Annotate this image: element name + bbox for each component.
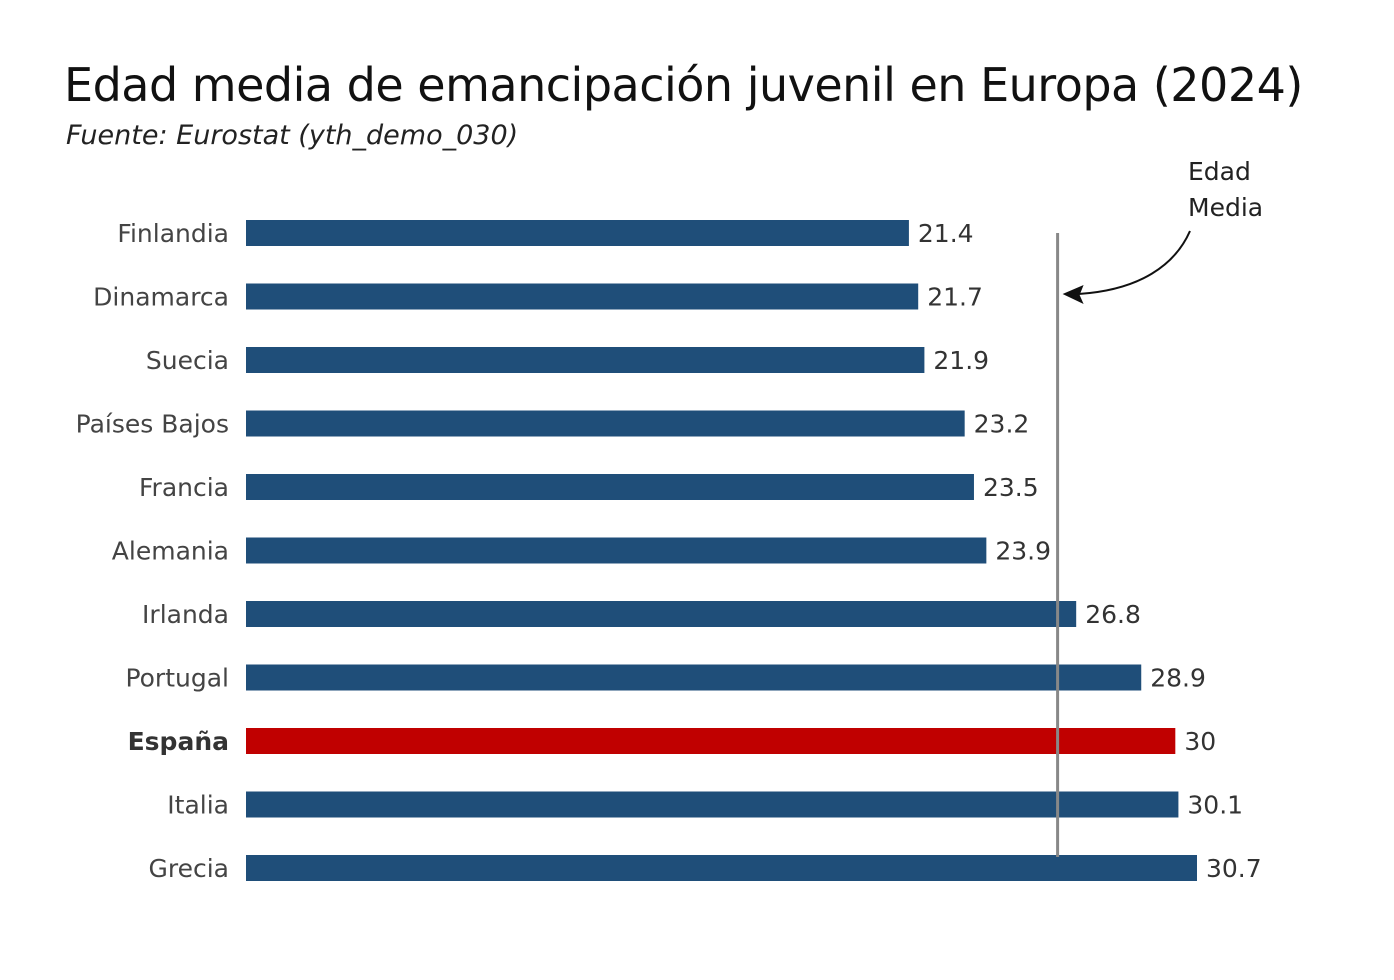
annotation-arrowhead — [1062, 285, 1084, 304]
category-label-dinamarca: Dinamarca — [93, 283, 229, 312]
value-label-dinamarca: 21.7 — [927, 283, 983, 312]
reference-annotation: Edad Media — [1062, 157, 1263, 304]
bar-alemania — [246, 537, 987, 564]
reference-label-line-2: Media — [1188, 193, 1263, 222]
value-label-francia: 23.5 — [983, 473, 1039, 502]
category-label-paises-bajos: Países Bajos — [76, 410, 229, 439]
reference-label-line-1: Edad — [1188, 157, 1251, 186]
category-label-irlanda: Irlanda — [142, 600, 229, 629]
bar-irlanda — [246, 601, 1077, 627]
chart-subtitle: Fuente: Eurostat (yth_demo_030) — [66, 120, 519, 151]
category-label-portugal: Portugal — [125, 664, 229, 693]
value-label-paises-bajos: 23.2 — [974, 410, 1030, 439]
value-label-alemania: 23.9 — [995, 537, 1051, 566]
bar-portugal — [246, 664, 1142, 691]
bar-suecia — [246, 347, 925, 373]
value-label-italia: 30.1 — [1187, 791, 1243, 820]
value-label-portugal: 28.9 — [1150, 664, 1206, 693]
bar-italia — [246, 791, 1179, 818]
bar-paises-bajos — [246, 410, 965, 437]
category-labels: Finlandia Dinamarca Suecia Países Bajos Fran… — [76, 219, 229, 883]
value-labels: 21.4 21.7 21.9 23.2 23.5 23.9 26.8 28.9 30 30.1 30… — [918, 219, 1262, 883]
category-label-francia: Francia — [139, 473, 229, 502]
category-label-finlandia: Finlandia — [117, 219, 229, 248]
bar-francia — [246, 474, 974, 500]
category-label-italia: Italia — [167, 791, 229, 820]
bars-group — [246, 220, 1197, 881]
value-label-grecia: 30.7 — [1206, 854, 1262, 883]
annotation-arrow — [1078, 230, 1191, 295]
value-label-finlandia: 21.4 — [918, 219, 974, 248]
value-label-espana: 30 — [1184, 727, 1216, 756]
category-label-espana: España — [128, 727, 229, 756]
category-label-grecia: Grecia — [149, 854, 230, 883]
bar-finlandia — [246, 220, 909, 246]
value-label-irlanda: 26.8 — [1085, 600, 1141, 629]
category-label-alemania: Alemania — [112, 537, 229, 566]
chart-title: Edad media de emancipación juvenil en Eu… — [64, 58, 1303, 112]
value-label-suecia: 21.9 — [933, 346, 989, 375]
bar-espana — [246, 728, 1176, 754]
bar-grecia — [246, 855, 1197, 881]
bar-dinamarca — [246, 283, 919, 310]
category-label-suecia: Suecia — [146, 346, 229, 375]
